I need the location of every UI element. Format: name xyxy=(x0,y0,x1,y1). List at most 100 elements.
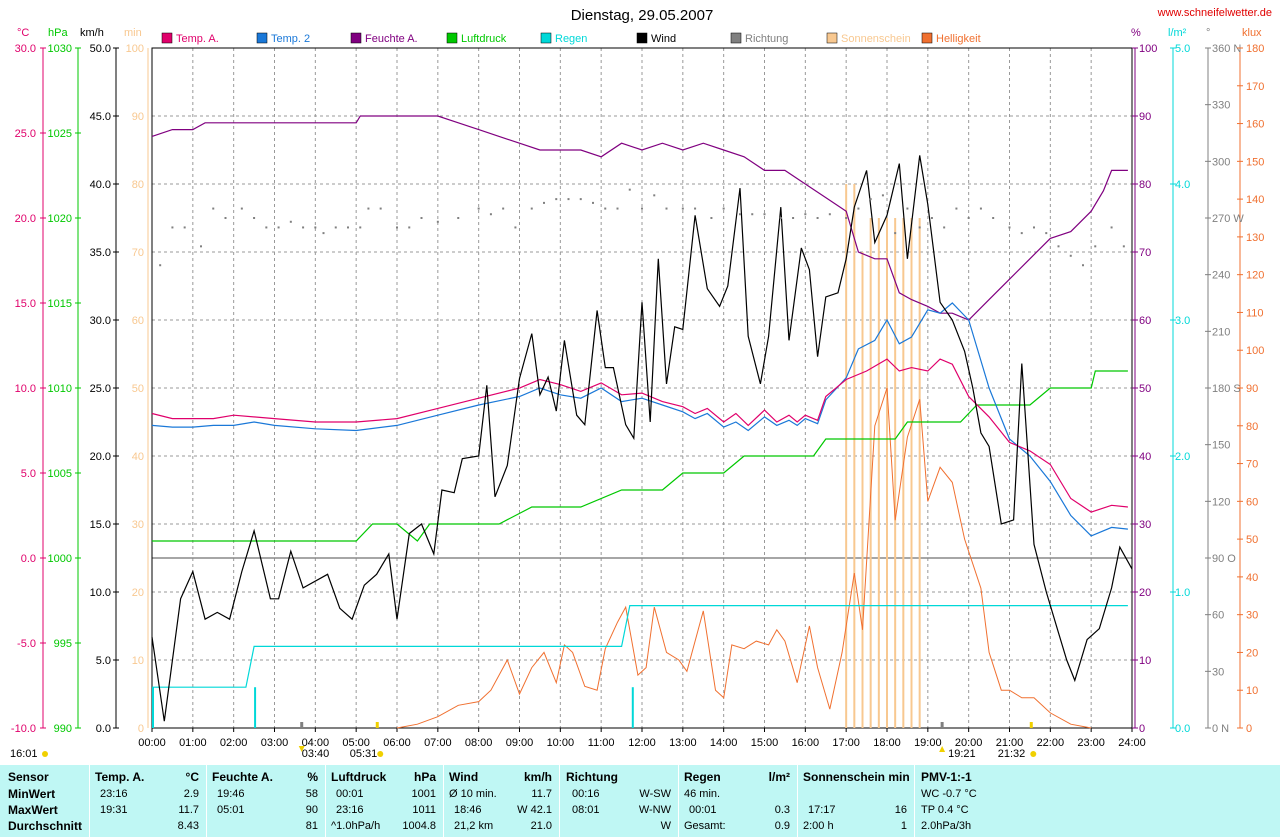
stats-dir-avg: W xyxy=(660,820,671,832)
stats-temp-min: 2.9 xyxy=(183,788,199,800)
direction-point xyxy=(1020,232,1023,235)
x-tick-label: 12:00 xyxy=(628,737,656,749)
stats-divider xyxy=(325,765,326,837)
stats-press-header: Luftdruck xyxy=(331,770,387,784)
wind-tick-label: 40.0 xyxy=(90,179,111,191)
sun-tick-label: 100 xyxy=(126,43,144,55)
direction-point xyxy=(857,207,860,210)
direction-point xyxy=(530,207,533,210)
direction-point xyxy=(579,198,582,201)
x-tick-label: 13:00 xyxy=(669,737,697,749)
direction-tick-label: 360 N xyxy=(1212,43,1241,55)
humidity-tick-label: 100 xyxy=(1139,43,1157,55)
sun-tick-label: 30 xyxy=(132,519,144,531)
legend-swatch xyxy=(921,32,933,44)
moonset-icon xyxy=(939,746,946,752)
stats-wind-header: Wind xyxy=(449,770,479,784)
brightness-tick-label: 60 xyxy=(1246,496,1258,508)
temp-tick-label: -10.0 xyxy=(11,723,36,735)
x-tick-label: 05:00 xyxy=(342,737,370,749)
stats-sensor-header: Sensor xyxy=(8,770,49,784)
x-tick-label: 08:00 xyxy=(465,737,493,749)
sun-tick-label: 50 xyxy=(132,383,144,395)
moonset-time: 19:21 xyxy=(948,748,976,760)
sun-unit-label: min xyxy=(124,27,142,39)
sunrise-icon xyxy=(377,751,384,757)
direction-point xyxy=(1033,226,1035,229)
pressure-tick-label: 1010 xyxy=(48,383,72,395)
direction-point xyxy=(171,226,174,229)
legend-label: Feuchte A. xyxy=(365,33,418,45)
x-tick-label: 16:00 xyxy=(792,737,820,749)
stats-rain-duration: 46 min. xyxy=(684,788,721,800)
stats-rain-col: Regen l/m² 46 min. 00:01 0.3 Gesamt: 0.9 xyxy=(679,765,796,837)
stats-row-min: MinWert xyxy=(8,787,56,801)
stats-hum-unit: % xyxy=(307,770,318,784)
humidity-unit-label: % xyxy=(1131,27,1141,39)
legend: Temp. A. Temp. 2 Feuchte A. Luftdruck Regen W… xyxy=(161,32,981,45)
pressure-tick-label: 1030 xyxy=(48,43,72,55)
direction-point xyxy=(681,207,684,210)
rain-line xyxy=(152,605,1128,688)
direction-point xyxy=(992,217,995,219)
direction-point xyxy=(1122,245,1125,248)
direction-point xyxy=(396,226,398,229)
direction-point xyxy=(845,217,848,219)
stats-divider xyxy=(443,765,444,837)
direction-tick-label: 30 xyxy=(1212,666,1224,678)
direction-point xyxy=(322,232,325,235)
stats-rain-total: 0.9 xyxy=(774,820,790,832)
stats-sun-max: 16 xyxy=(894,804,907,816)
wind-line xyxy=(151,155,1133,722)
direction-point xyxy=(592,201,594,204)
stats-rain-max: 0.3 xyxy=(774,804,790,816)
direction-point xyxy=(1057,245,1060,248)
weather-chart: Dienstag, 29.05.2007 www.schneifelwetter… xyxy=(10,7,1272,760)
direction-point xyxy=(265,226,268,229)
brightness-tick-label: 80 xyxy=(1246,421,1258,433)
wind-tick-label: 0.0 xyxy=(96,723,111,735)
pressure-tick-label: 1015 xyxy=(48,298,72,310)
sun-tick-label: 60 xyxy=(132,315,144,327)
direction-point xyxy=(314,226,317,229)
brightness-tick-label: 120 xyxy=(1246,270,1264,282)
stats-pmv-header: PMV-1:-1 xyxy=(921,770,972,784)
direction-point xyxy=(347,226,349,229)
temp-tick-label: -5.0 xyxy=(17,638,36,650)
stats-pmv-trend: 2.0hPa/3h xyxy=(921,820,972,832)
humidity-tick-label: 70 xyxy=(1139,247,1151,259)
legend-label: Sonnenschein xyxy=(841,33,911,45)
axes: -10.0 -5.0 0.0 5.0 10.0 15.0 20.0 25.0 30.0 990 99… xyxy=(11,43,1264,749)
site-link[interactable]: www.schneifelwetter.de xyxy=(1157,7,1272,19)
stats-press-max: 1011 xyxy=(412,804,436,816)
wind-tick-label: 45.0 xyxy=(90,111,111,123)
stats-press-max-time: 23:16 xyxy=(336,804,364,816)
direction-point xyxy=(477,207,480,210)
x-tick-label: 06:00 xyxy=(383,737,411,749)
stats-hum-avg: 81 xyxy=(305,820,318,832)
x-tick-label: 01:00 xyxy=(179,737,207,749)
direction-point xyxy=(930,217,933,219)
rain-unit-label: l/m² xyxy=(1168,27,1187,39)
direction-point xyxy=(302,226,305,229)
direction-tick-label: 270 W xyxy=(1212,213,1244,225)
wind-unit-label: km/h xyxy=(80,27,104,39)
temp-tick-label: 5.0 xyxy=(21,468,36,480)
stats-press-trend: ^1.0hPa/h xyxy=(331,820,381,832)
pressure-line xyxy=(152,370,1128,542)
sun-tick-label: 10 xyxy=(132,655,144,667)
humidity-tick-label: 90 xyxy=(1139,111,1151,123)
direction-point xyxy=(955,207,958,210)
x-tick-label: 23:00 xyxy=(1077,737,1105,749)
brightness-tick-label: 100 xyxy=(1246,345,1264,357)
stats-wind-avg: 21.0 xyxy=(530,820,552,832)
direction-point xyxy=(869,198,872,201)
x-tick-label: 17:00 xyxy=(832,737,860,749)
direction-point xyxy=(277,226,280,229)
direction-point xyxy=(212,207,215,210)
direction-point xyxy=(183,226,186,229)
stats-dir-min: W-SW xyxy=(639,788,671,800)
stats-divider xyxy=(678,765,679,837)
direction-point xyxy=(943,226,946,229)
sun-moon-markers: 16:01 03:40 05:31 19:21 21:32 xyxy=(10,722,1037,760)
